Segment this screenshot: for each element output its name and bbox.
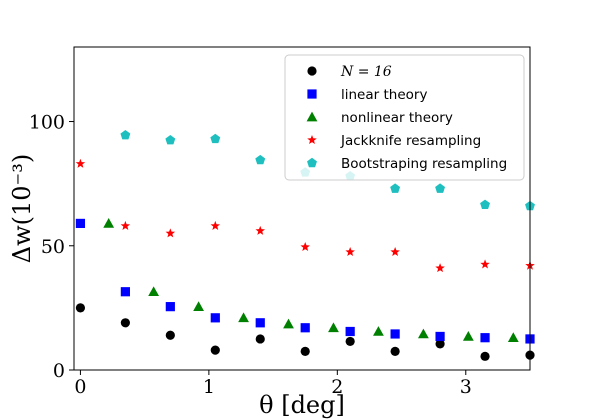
data-point-star-6 [345, 246, 355, 257]
data-point-pentagon-6 [390, 183, 401, 193]
data-point-pentagon-7 [435, 183, 446, 193]
legend-marker-triangle [306, 111, 318, 122]
data-point-triangle-2 [193, 301, 204, 311]
data-point-star-0 [75, 158, 86, 168]
data-point-pentagon-8 [480, 199, 490, 209]
y-tick-label: 0 [53, 360, 65, 382]
data-point-triangle-8 [462, 331, 474, 341]
data-point-triangle-9 [507, 332, 519, 343]
x-tick-label: 0 [74, 376, 86, 398]
legend-label: N = 16 [340, 64, 392, 80]
data-point-square-0 [75, 218, 86, 229]
data-point-circle-1 [120, 318, 130, 328]
data-point-star-4 [255, 225, 266, 235]
data-point-triangle-4 [283, 318, 294, 329]
data-point-circle-5 [300, 346, 310, 356]
data-point-square-3 [210, 313, 220, 323]
data-point-star-7 [390, 246, 400, 257]
legend-marker-star [307, 135, 317, 145]
data-point-square-6 [345, 326, 355, 337]
data-point-pentagon-2 [210, 133, 221, 144]
legend: N = 16 linear theory nonlinear theory Jackk… [284, 54, 525, 181]
legend-label: nonlinear theory [341, 110, 453, 126]
data-point-square-2 [165, 302, 175, 312]
data-point-circle-4 [255, 334, 265, 344]
data-point-square-4 [255, 318, 265, 328]
x-tick-label: 2 [331, 376, 343, 398]
data-point-pentagon-1 [165, 134, 176, 145]
legend-marker-square [307, 89, 317, 99]
legend-label: Jackknife resampling [340, 133, 481, 149]
data-point-triangle-5 [328, 322, 339, 333]
legend-marker-pentagon [307, 157, 317, 168]
data-point-square-8 [435, 331, 445, 342]
legend-label: linear theory [341, 87, 427, 103]
y-axis-label: Δw(10⁻³) [8, 154, 36, 263]
y-tick-label: 100 [29, 112, 65, 134]
data-point-circle-0 [75, 303, 86, 313]
data-point-square-7 [390, 329, 400, 339]
plot-marks [75, 130, 535, 361]
legend-marker-circle [307, 66, 317, 76]
data-point-circle-8 [435, 339, 445, 349]
data-point-star-2 [165, 228, 176, 238]
data-point-circle-9 [480, 351, 490, 361]
data-point-star-9 [480, 259, 490, 269]
data-point-pentagon-3 [255, 154, 266, 165]
data-point-square-9 [480, 333, 490, 343]
data-point-circle-7 [390, 346, 400, 356]
data-point-star-3 [210, 220, 221, 230]
data-point-triangle-7 [417, 328, 429, 339]
data-point-pentagon-0 [120, 130, 131, 140]
data-point-circle-6 [345, 336, 355, 347]
x-tick-label: 1 [203, 376, 215, 398]
axes: 0 1 2 3 0 50 100 θ [deg] Δw(10⁻³) [8, 46, 531, 419]
legend-label: Bootstraping resampling [341, 156, 507, 172]
data-point-triangle-3 [238, 312, 249, 323]
data-point-star-8 [435, 263, 445, 273]
data-point-circle-2 [165, 330, 175, 340]
data-point-triangle-1 [148, 286, 160, 297]
data-point-circle-3 [210, 345, 220, 355]
plot-frame [73, 46, 531, 371]
data-point-star-1 [120, 220, 131, 230]
x-axis-label: θ [deg] [259, 391, 345, 419]
data-point-triangle-0 [103, 218, 115, 228]
x-tick-label: 3 [460, 376, 472, 398]
data-point-triangle-6 [373, 326, 384, 336]
data-point-square-5 [300, 323, 310, 333]
data-point-star-5 [300, 242, 310, 252]
data-point-square-1 [120, 287, 130, 297]
legend-box [284, 54, 525, 181]
y-tick-label: 50 [41, 236, 65, 258]
